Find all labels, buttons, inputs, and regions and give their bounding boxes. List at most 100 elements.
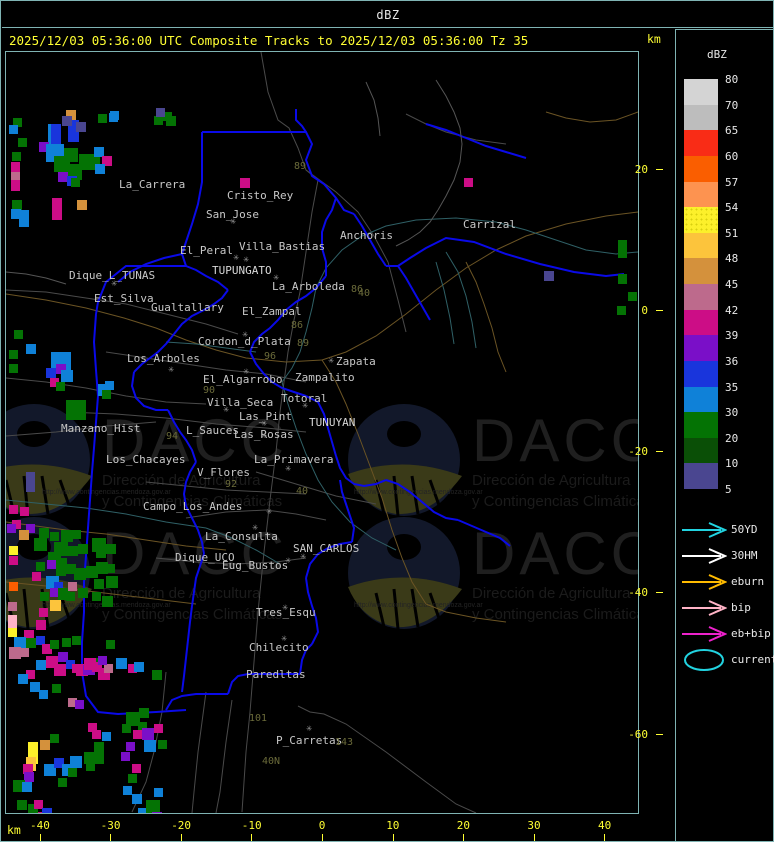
map-place-label: La_Consulta [205,530,278,543]
route-number-label: 86 [351,284,364,295]
track-legend-row[interactable]: 50YD [679,517,774,543]
radar-echo-cell [20,507,29,516]
track-legend-row[interactable]: current [679,647,774,673]
route-number-label: 40 [358,288,371,299]
colorbar-band [684,258,718,284]
y-axis-tick [656,310,663,311]
route-number-label: 101 [249,713,268,724]
x-axis-tick-label: -20 [171,819,192,832]
current-ellipse-icon [681,647,727,673]
route-number-label: 89 [297,338,310,349]
radar-echo-cell [78,588,88,598]
map-place-label: Carrizal [463,218,516,231]
radar-echo-cell [56,364,66,374]
colorbar-tick-label: 48 [725,252,739,266]
track-arrow-icon [681,543,728,569]
map-place-label: V_Flores [197,466,250,479]
radar-echo-cell [47,560,56,569]
radar-echo-cell [72,664,81,673]
route-number-label: 94 [166,431,179,442]
radar-echo-cell [122,724,131,733]
radar-echo-cell [50,734,59,743]
radar-echo-cell [78,544,88,554]
radar-echo-cell [26,670,35,679]
x-axis-tick-label: 10 [386,819,400,832]
radar-echo-cell [40,592,49,601]
station-marker-icon: ✳ [223,404,230,415]
radar-echo-cell [11,209,21,219]
radar-echo-cell [12,152,21,161]
x-axis-tick-label: -30 [100,819,121,832]
colorbar-band [684,335,718,361]
radar-echo-cell [24,772,34,782]
radar-echo-cell [618,240,627,258]
radar-echo-cell [166,116,176,126]
map-place-label: Cristo_Rey [227,189,294,202]
radar-echo-cell [11,162,20,173]
radar-echo-cell [95,164,105,174]
radar-echo-cell [134,662,144,672]
radar-echo-cell [94,147,104,157]
station-marker-icon: ✳ [261,430,268,441]
station-marker-icon: ✳ [233,252,240,263]
station-marker-icon: ✳ [273,272,280,283]
colorbar-band [684,386,718,413]
radar-echo-cell [18,674,28,684]
colorbar[interactable] [684,79,718,489]
radar-echo-cell [66,564,76,574]
map-place-label: El_Algarrobo [203,373,283,386]
radar-echo-cell [8,602,17,611]
map-place-label: El_Zampal [242,305,302,318]
route-number-label: 40N [262,756,281,767]
x-axis-tick [180,834,182,841]
station-marker-icon: ✳ [285,463,292,474]
map-place-label: Est_Silva [94,292,154,305]
y-axis-tick-label: 0 [641,304,649,317]
radar-echo-cell [34,800,43,809]
radar-echo-cell [39,142,49,152]
colorbar-tick-label: 39 [725,329,739,343]
colorbar-tick-label: 10 [725,457,739,471]
radar-echo-cell [36,636,45,645]
radar-echo-cell [102,156,112,166]
radar-map-canvas[interactable]: DACC Dirección de Agricultura y Continge… [6,52,638,813]
radar-echo-cell [8,628,17,637]
colorbar-band [684,79,718,105]
radar-echo-cell [70,756,82,768]
radar-echo-cell [62,116,72,126]
radar-map-frame[interactable]: DACC Dirección de Agricultura y Continge… [5,51,639,814]
radar-echo-cell [50,588,59,597]
radar-echo-cell [102,596,113,607]
radar-echo-cell [106,576,118,588]
station-marker-icon: ✳ [243,254,250,265]
radar-echo-cell [71,178,80,187]
colorbar-band [684,130,718,156]
map-place-label: Totoral [281,392,328,405]
radar-echo-cell [68,768,77,777]
radar-echo-cell [34,538,47,551]
radar-echo-cell [98,656,107,665]
map-label-layer: La_Carrera Cristo_Rey San_Jose ✳ Anchoris El_… [6,52,638,813]
radar-echo-cell [240,178,250,188]
radar-echo-cell [106,544,116,554]
radar-echo-cell [94,742,104,764]
track-legend-row[interactable]: eb+bip [679,621,774,647]
radar-echo-layer [6,52,638,813]
colorbar-tick-label: 35 [725,380,739,394]
station-marker-icon: ✳ [302,400,309,411]
radar-echo-cell [58,652,68,662]
radar-echo-cell [94,579,104,589]
colorbar-band [684,412,718,438]
track-legend-row[interactable]: 30HM [679,543,774,569]
x-axis-tick-label: -10 [241,819,262,832]
colorbar-band [684,463,718,489]
station-marker-icon: ✳ [306,723,313,734]
track-legend-row[interactable]: eburn [679,569,774,595]
radar-echo-cell [19,530,29,540]
radar-echo-cell [74,568,86,580]
track-legend-row[interactable]: bip [679,595,774,621]
radar-echo-cell [128,664,137,673]
map-place-label: El_Peral [180,244,233,257]
route-number-label: 86 [291,320,304,331]
colorbar-tick-label: 36 [725,354,739,368]
